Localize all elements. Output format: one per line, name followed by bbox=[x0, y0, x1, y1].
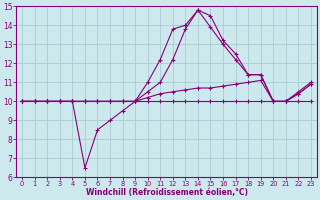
X-axis label: Windchill (Refroidissement éolien,°C): Windchill (Refroidissement éolien,°C) bbox=[85, 188, 248, 197]
